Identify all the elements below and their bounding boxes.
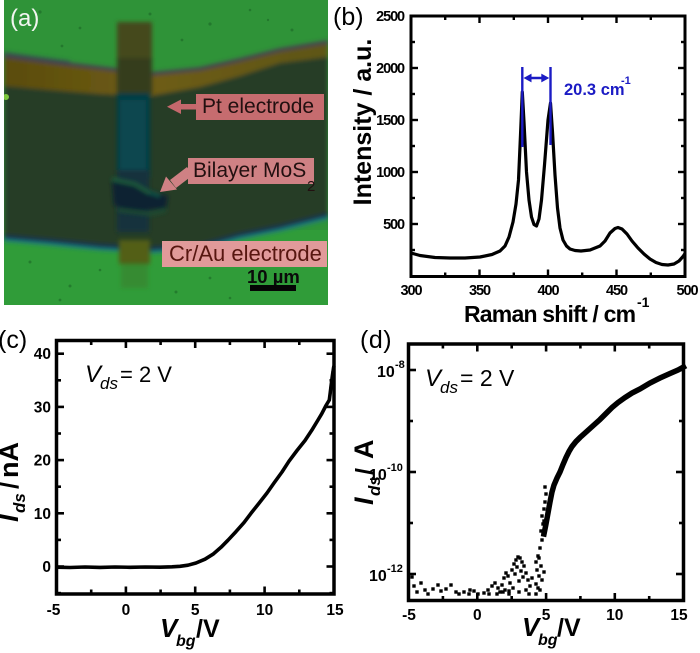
svg-text:350: 350 xyxy=(469,283,491,299)
svg-text:bg: bg xyxy=(538,632,558,649)
svg-text:2500: 2500 xyxy=(376,9,405,25)
svg-text:10: 10 xyxy=(256,602,273,619)
svg-text:2: 2 xyxy=(307,178,315,195)
svg-text:20: 20 xyxy=(34,453,51,470)
svg-text:ds: ds xyxy=(100,374,118,393)
svg-text:15: 15 xyxy=(670,607,688,624)
svg-text:Pt electrode: Pt electrode xyxy=(202,95,314,118)
svg-text:0: 0 xyxy=(42,559,51,576)
svg-text:= 2 V: = 2 V xyxy=(460,365,515,391)
svg-text:20.3 cm: 20.3 cm xyxy=(564,81,625,99)
svg-text:V: V xyxy=(522,612,542,642)
svg-text:-8: -8 xyxy=(395,359,405,371)
svg-text:5: 5 xyxy=(191,602,200,619)
svg-text:1000: 1000 xyxy=(376,165,405,181)
svg-text:-5: -5 xyxy=(47,602,61,619)
svg-text:/V: /V xyxy=(196,615,220,643)
svg-text:-1: -1 xyxy=(637,294,650,310)
svg-text:V: V xyxy=(160,613,180,643)
svg-text:10: 10 xyxy=(606,607,623,624)
svg-text:(c): (c) xyxy=(0,326,27,354)
svg-text:5: 5 xyxy=(542,607,551,624)
svg-text:= 2 V: = 2 V xyxy=(120,362,172,387)
svg-text:ds: ds xyxy=(10,493,29,513)
svg-text:500: 500 xyxy=(677,283,699,299)
svg-text:500: 500 xyxy=(383,217,405,233)
svg-text:-1: -1 xyxy=(621,75,631,87)
svg-text:A: A xyxy=(349,440,379,460)
svg-text:30: 30 xyxy=(34,399,51,416)
svg-text:400: 400 xyxy=(538,283,560,299)
svg-text:10: 10 xyxy=(369,568,387,585)
svg-text:Raman shift / cm: Raman shift / cm xyxy=(464,301,636,327)
svg-text:(a): (a) xyxy=(10,5,39,32)
svg-text:10: 10 xyxy=(377,364,395,381)
svg-text:-5: -5 xyxy=(402,607,416,624)
svg-text:nA: nA xyxy=(0,442,24,478)
svg-text:ds: ds xyxy=(440,378,458,397)
svg-text:450: 450 xyxy=(606,283,628,299)
svg-text:/V: /V xyxy=(557,614,581,642)
svg-text:V: V xyxy=(85,361,103,388)
svg-text:10 µm: 10 µm xyxy=(247,266,300,287)
svg-text:0: 0 xyxy=(473,607,482,624)
svg-text:1500: 1500 xyxy=(376,113,405,129)
svg-text:-12: -12 xyxy=(387,563,403,575)
svg-text:10: 10 xyxy=(34,506,51,523)
svg-text:10: 10 xyxy=(369,467,387,484)
svg-text:ds: ds xyxy=(365,476,384,496)
svg-text:15: 15 xyxy=(326,602,344,619)
svg-text:(d): (d) xyxy=(360,326,392,354)
svg-text:(b): (b) xyxy=(333,3,364,31)
svg-text:I: I xyxy=(0,514,24,522)
svg-text:40: 40 xyxy=(34,346,51,363)
svg-text:I: I xyxy=(349,497,379,505)
svg-text:0: 0 xyxy=(122,602,131,619)
svg-text:/: / xyxy=(351,468,379,475)
svg-text:bg: bg xyxy=(176,633,196,650)
svg-text:/: / xyxy=(0,482,24,489)
svg-text:-10: -10 xyxy=(387,462,403,474)
svg-text:Cr/Au electrode: Cr/Au electrode xyxy=(169,241,322,266)
svg-text:V: V xyxy=(425,365,443,392)
svg-text:2000: 2000 xyxy=(376,61,405,77)
svg-text:Intensity / a.u.: Intensity / a.u. xyxy=(349,39,377,206)
svg-text:300: 300 xyxy=(401,283,423,299)
svg-text:Bilayer MoS: Bilayer MoS xyxy=(193,159,306,182)
